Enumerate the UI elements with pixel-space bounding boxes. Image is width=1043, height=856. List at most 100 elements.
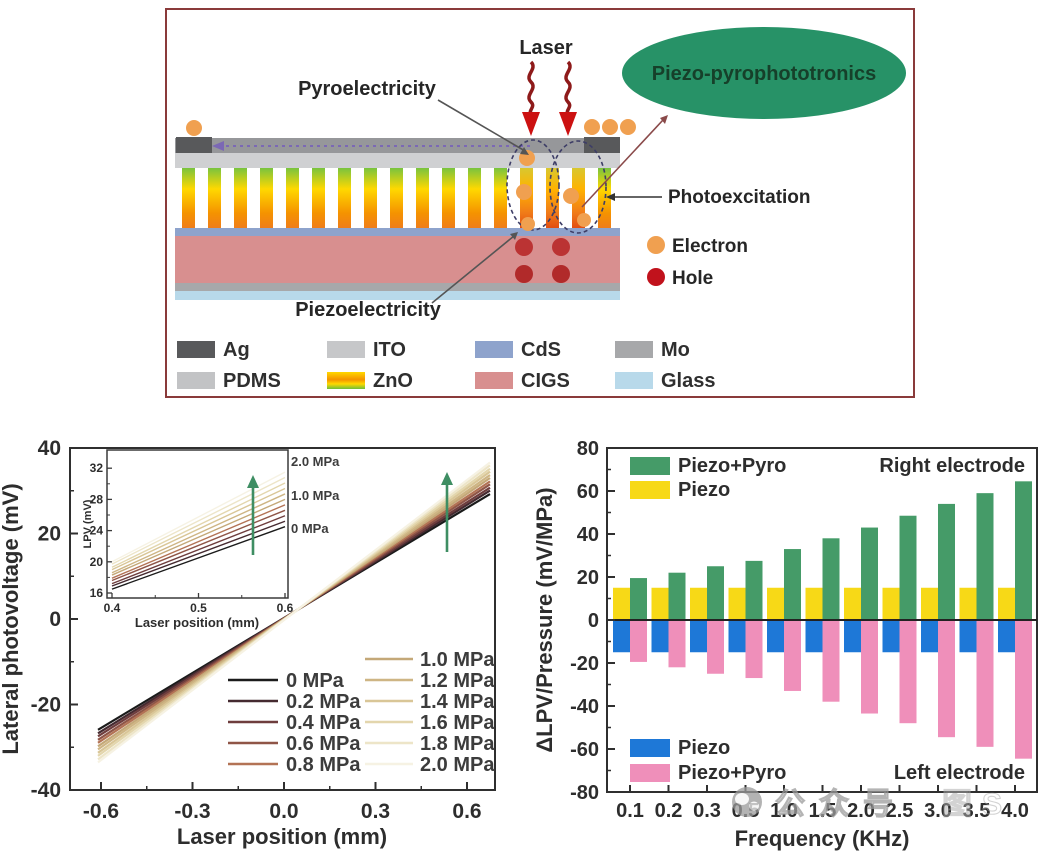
lpv-pressure-bar-chart: 806040200-20-40-60-800.10.20.30.51.01.52… [532, 438, 1038, 851]
y-tick-label: -40 [31, 779, 61, 802]
photoexcitation-arrowhead-icon [606, 193, 615, 201]
bar-piezo-pyro-right [707, 566, 724, 620]
cigs-layer [175, 236, 620, 283]
y-tick-label: -20 [570, 653, 599, 675]
inset-y-tick-label: 28 [90, 492, 104, 506]
bar-piezo-right [690, 587, 707, 620]
bar-piezo-left [959, 620, 977, 653]
x-tick-label: 1.5 [809, 800, 837, 822]
series-line [97, 461, 491, 764]
y-tick-label: -40 [570, 696, 599, 718]
bar-piezo-left [805, 620, 823, 653]
y-tick-label: 0 [49, 608, 61, 631]
x-tick-label: 1.0 [770, 800, 798, 822]
bar-piezo-right [728, 587, 746, 620]
bar-piezo-left [998, 620, 1015, 653]
inset-series-line [111, 509, 286, 582]
watermark: 公众号 图S [732, 787, 1012, 822]
bar-piezo-pyro-left [899, 620, 917, 724]
piezoelectricity-pointer-line [431, 235, 515, 304]
cigs-label: CIGS [521, 370, 570, 392]
bar-piezo-right [959, 587, 977, 620]
y-tick-label: 20 [577, 567, 599, 589]
material-legend: Ag ITO CdS Mo PDMS ZnO CIGS Glass [177, 339, 715, 392]
legend-label: 1.2 MPa [420, 670, 495, 692]
concept-bubble [622, 27, 906, 119]
zno-pillar [442, 168, 455, 228]
inset-y-tick-label: 16 [90, 586, 104, 600]
inset-y-tick-label: 32 [90, 461, 104, 475]
device-schematic: Piezo-pyrophototronics Pyroelectricity L… [165, 8, 915, 398]
zno-pillar [260, 168, 273, 228]
watermark-text: 公众号 [775, 788, 907, 821]
piezoelectricity-label: Piezoelectricity [295, 299, 442, 321]
increase-arrowhead-icon [441, 472, 453, 485]
bar-piezo-pyro-left [938, 620, 955, 738]
bar-piezo-pyro-left [784, 620, 801, 691]
bar-piezo-right [844, 587, 861, 620]
inset-x-axis-title: Laser position (mm) [135, 615, 259, 630]
x-tick-label: 0.2 [655, 800, 683, 822]
y-tick-label: 40 [38, 437, 61, 460]
x-tick-label: 4.0 [1001, 800, 1029, 822]
bar-piezo-left [728, 620, 746, 653]
bar-piezo-pyro-left [630, 620, 647, 662]
x-tick-label: 0.6 [452, 800, 481, 823]
inset-y-tick-label: 20 [90, 555, 104, 569]
zno-swatch [327, 372, 365, 389]
excitation-region-ellipse [549, 140, 607, 234]
y-tick-label: -80 [570, 782, 599, 804]
bar-piezo-right [921, 587, 938, 620]
lpv-line-chart: 40 20 0 -20 -40 -0.6 -0.3 0.0 0.3 0.6 Laser positi… [0, 437, 496, 849]
inset-series-line [111, 526, 286, 590]
legend-label: Piezo+Pyro [678, 762, 786, 784]
ito-swatch [327, 341, 365, 358]
legend-label: 0 MPa [286, 670, 345, 692]
piezoelectricity-arrowhead-icon [510, 232, 518, 240]
laser-arrowhead-icon [522, 112, 540, 136]
increase-arrowhead-icon [247, 475, 259, 488]
photoexcitation-label: Photoexcitation [668, 187, 811, 208]
bar-piezo-right [998, 587, 1015, 620]
legend-swatch-piezo-pyro-left [630, 764, 670, 782]
zno-pillar [494, 168, 507, 228]
glass-layer [175, 291, 620, 300]
bubble-pointer-line [581, 119, 664, 208]
inset-series-line [111, 476, 286, 565]
laser-beam-icon [564, 60, 572, 116]
x-axis-title: Laser position (mm) [177, 824, 387, 849]
bar-piezo-left [921, 620, 938, 653]
pdms-label: PDMS [223, 370, 281, 392]
pyroelectricity-arrowhead-icon [520, 147, 529, 155]
bar-piezo-pyro-left [707, 620, 724, 674]
laser-beam-icon [527, 60, 535, 116]
hole-legend-icon [647, 268, 665, 286]
mo-label: Mo [661, 339, 690, 361]
bar-piezo-pyro-right [899, 515, 917, 620]
legend-swatch-piezo-pyro-right [630, 457, 670, 475]
legend-label: 1.8 MPa [420, 733, 495, 755]
watermark-trailing-text: 图S [942, 788, 1012, 821]
x-tick-label: -0.3 [174, 800, 210, 823]
inset-x-tick-label: 0.5 [190, 601, 207, 615]
bar-piezo-pyro-left [976, 620, 994, 747]
zno-pillar [598, 168, 611, 228]
inset-annotation: 2.0 MPa [291, 454, 340, 469]
electron-particles [186, 119, 636, 231]
x-tick-label: 2.5 [886, 800, 914, 822]
inset-frame [106, 449, 289, 599]
x-tick-label: 0.3 [693, 800, 721, 822]
left-electrode-label: Left electrode [894, 762, 1025, 784]
bar-piezo-pyro-right [745, 560, 763, 620]
zno-pillar [234, 168, 247, 228]
y-axis-title: Lateral photovoltage (mV) [0, 483, 23, 754]
zno-pillar [390, 168, 403, 228]
bar-piezo-left [651, 620, 669, 653]
pdms-swatch [177, 372, 215, 389]
cigs-swatch [475, 372, 513, 389]
electron-label: Electron [672, 236, 748, 257]
zno-label: ZnO [373, 370, 413, 392]
bar-piezo-pyro-right [1015, 481, 1032, 620]
bar-piezo-pyro-right [784, 549, 801, 620]
inset-series-line [111, 493, 286, 574]
